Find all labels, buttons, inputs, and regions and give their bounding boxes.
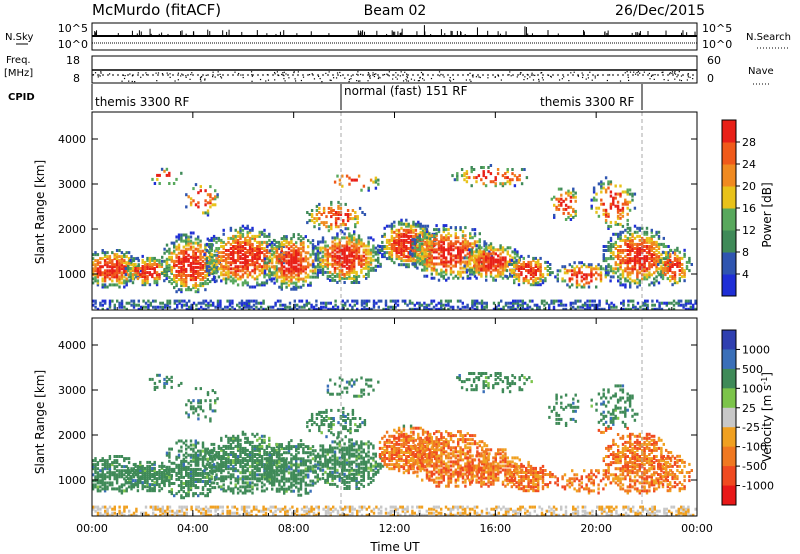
x-tick-label: 04:00 (177, 522, 209, 535)
noise-left-tick-bottom: 10^0 (58, 38, 88, 51)
x-tick-label: 20:00 (580, 522, 612, 535)
colorbar-tick-label: -25 (742, 421, 760, 434)
colorbar-tick-label: -500 (742, 460, 767, 473)
colorbar-swatch (722, 466, 736, 487)
colorbar-swatch (722, 230, 736, 253)
y-tick-label: 1000 (58, 474, 86, 487)
colorbar-tick-label: 1000 (742, 343, 770, 356)
colorbar-tick-label: 25 (742, 402, 756, 415)
colorbar-swatch (722, 485, 736, 506)
colorbar-swatch (722, 252, 736, 275)
colorbar-swatch (722, 208, 736, 231)
noise-right-tick-top: 10^5 (702, 22, 732, 35)
noise-search-label: N.Search (746, 32, 791, 43)
freq-label: Freq. (6, 55, 31, 66)
velocity-panel: 1000 2000 3000 4000 00:00 04:00 08:00 12:00 16:… (33, 317, 774, 535)
colorbar-tick-label: -1000 (742, 480, 774, 493)
nave-tick-bottom: 0 (707, 72, 714, 85)
colorbar-swatch (722, 368, 736, 389)
x-tick-label: 08:00 (278, 522, 310, 535)
colorbar-swatch (722, 388, 736, 409)
colorbar-tick-label: 20 (742, 180, 756, 193)
power-ylabel: Slant Range [km] (33, 160, 47, 264)
colorbar-swatch (722, 446, 736, 467)
cpid-segment-2: normal (fast) 151 RF (344, 84, 468, 98)
y-tick-label: 4000 (58, 133, 86, 146)
velocity-ylabel: Slant Range [km] (33, 370, 47, 474)
x-tick-label: 00:00 (76, 522, 108, 535)
noise-left-tick-top: 10^5 (58, 22, 88, 35)
y-tick-label: 2000 (58, 223, 86, 236)
colorbar-tick-label: 12 (742, 224, 756, 237)
colorbar-swatch (722, 142, 736, 165)
noise-right-tick-bottom: 10^0 (702, 38, 732, 51)
freq-unit-label: [MHz] (4, 68, 33, 79)
x-tick-label: 00:00 (681, 522, 713, 535)
colorbar-tick-label: 16 (742, 202, 756, 215)
time-axis-label: Time UT (369, 540, 420, 554)
freq-tick-bottom: 8 (73, 72, 80, 85)
date-label: 26/Dec/2015 (615, 3, 705, 19)
colorbar-swatch (722, 186, 736, 209)
noise-panel: N.Sky 10^5 10^0 10^5 10^0 N.Search (5, 22, 791, 51)
y-tick-label: 4000 (58, 339, 86, 352)
colorbar-swatch (722, 120, 736, 143)
colorbar-swatch (722, 330, 736, 350)
nave-label: Nave (748, 66, 774, 77)
noise-sky-label: N.Sky (5, 32, 33, 43)
colorbar-tick-label: 24 (742, 158, 756, 171)
cpid-segment-3: themis 3300 RF (540, 95, 634, 109)
x-tick-label: 16:00 (479, 522, 511, 535)
freq-tick-top: 18 (66, 54, 80, 67)
cpid-segment-1: themis 3300 RF (95, 95, 189, 109)
y-tick-label: 3000 (58, 178, 86, 191)
power-panel: 1000 2000 3000 4000 Slant Range [km] 4 8 12 16… (33, 111, 774, 311)
cpid-label: CPID (8, 92, 35, 103)
velocity-colorbar-label: Velocity [m s-1] (760, 372, 774, 462)
freq-panel: Freq. [MHz] 18 8 60 0 Nave (4, 54, 774, 85)
colorbar-swatch (722, 164, 736, 187)
colorbar-tick-label: 8 (742, 246, 749, 259)
cpid-panel: CPID themis 3300 RF normal (fast) 151 RF… (8, 84, 643, 110)
y-tick-label: 3000 (58, 384, 86, 397)
colorbar-swatch (722, 427, 736, 448)
colorbar-swatch (722, 407, 736, 428)
colorbar-swatch (722, 349, 736, 370)
y-tick-label: 1000 (58, 268, 86, 281)
power-colorbar-label: Power [dB] (760, 182, 774, 247)
x-tick-label: 12:00 (379, 522, 411, 535)
y-tick-label: 2000 (58, 429, 86, 442)
colorbar-swatch (722, 274, 736, 297)
beam-label: Beam 02 (364, 3, 427, 19)
colorbar-tick-label: 100 (742, 382, 763, 395)
colorbar-tick-label: 28 (742, 136, 756, 149)
colorbar-tick-label: 4 (742, 268, 749, 281)
site-title: McMurdo (fitACF) (92, 1, 221, 19)
colorbar-tick-label: -100 (742, 441, 767, 454)
colorbar-tick-label: 500 (742, 363, 763, 376)
nave-tick-top: 60 (707, 54, 721, 67)
